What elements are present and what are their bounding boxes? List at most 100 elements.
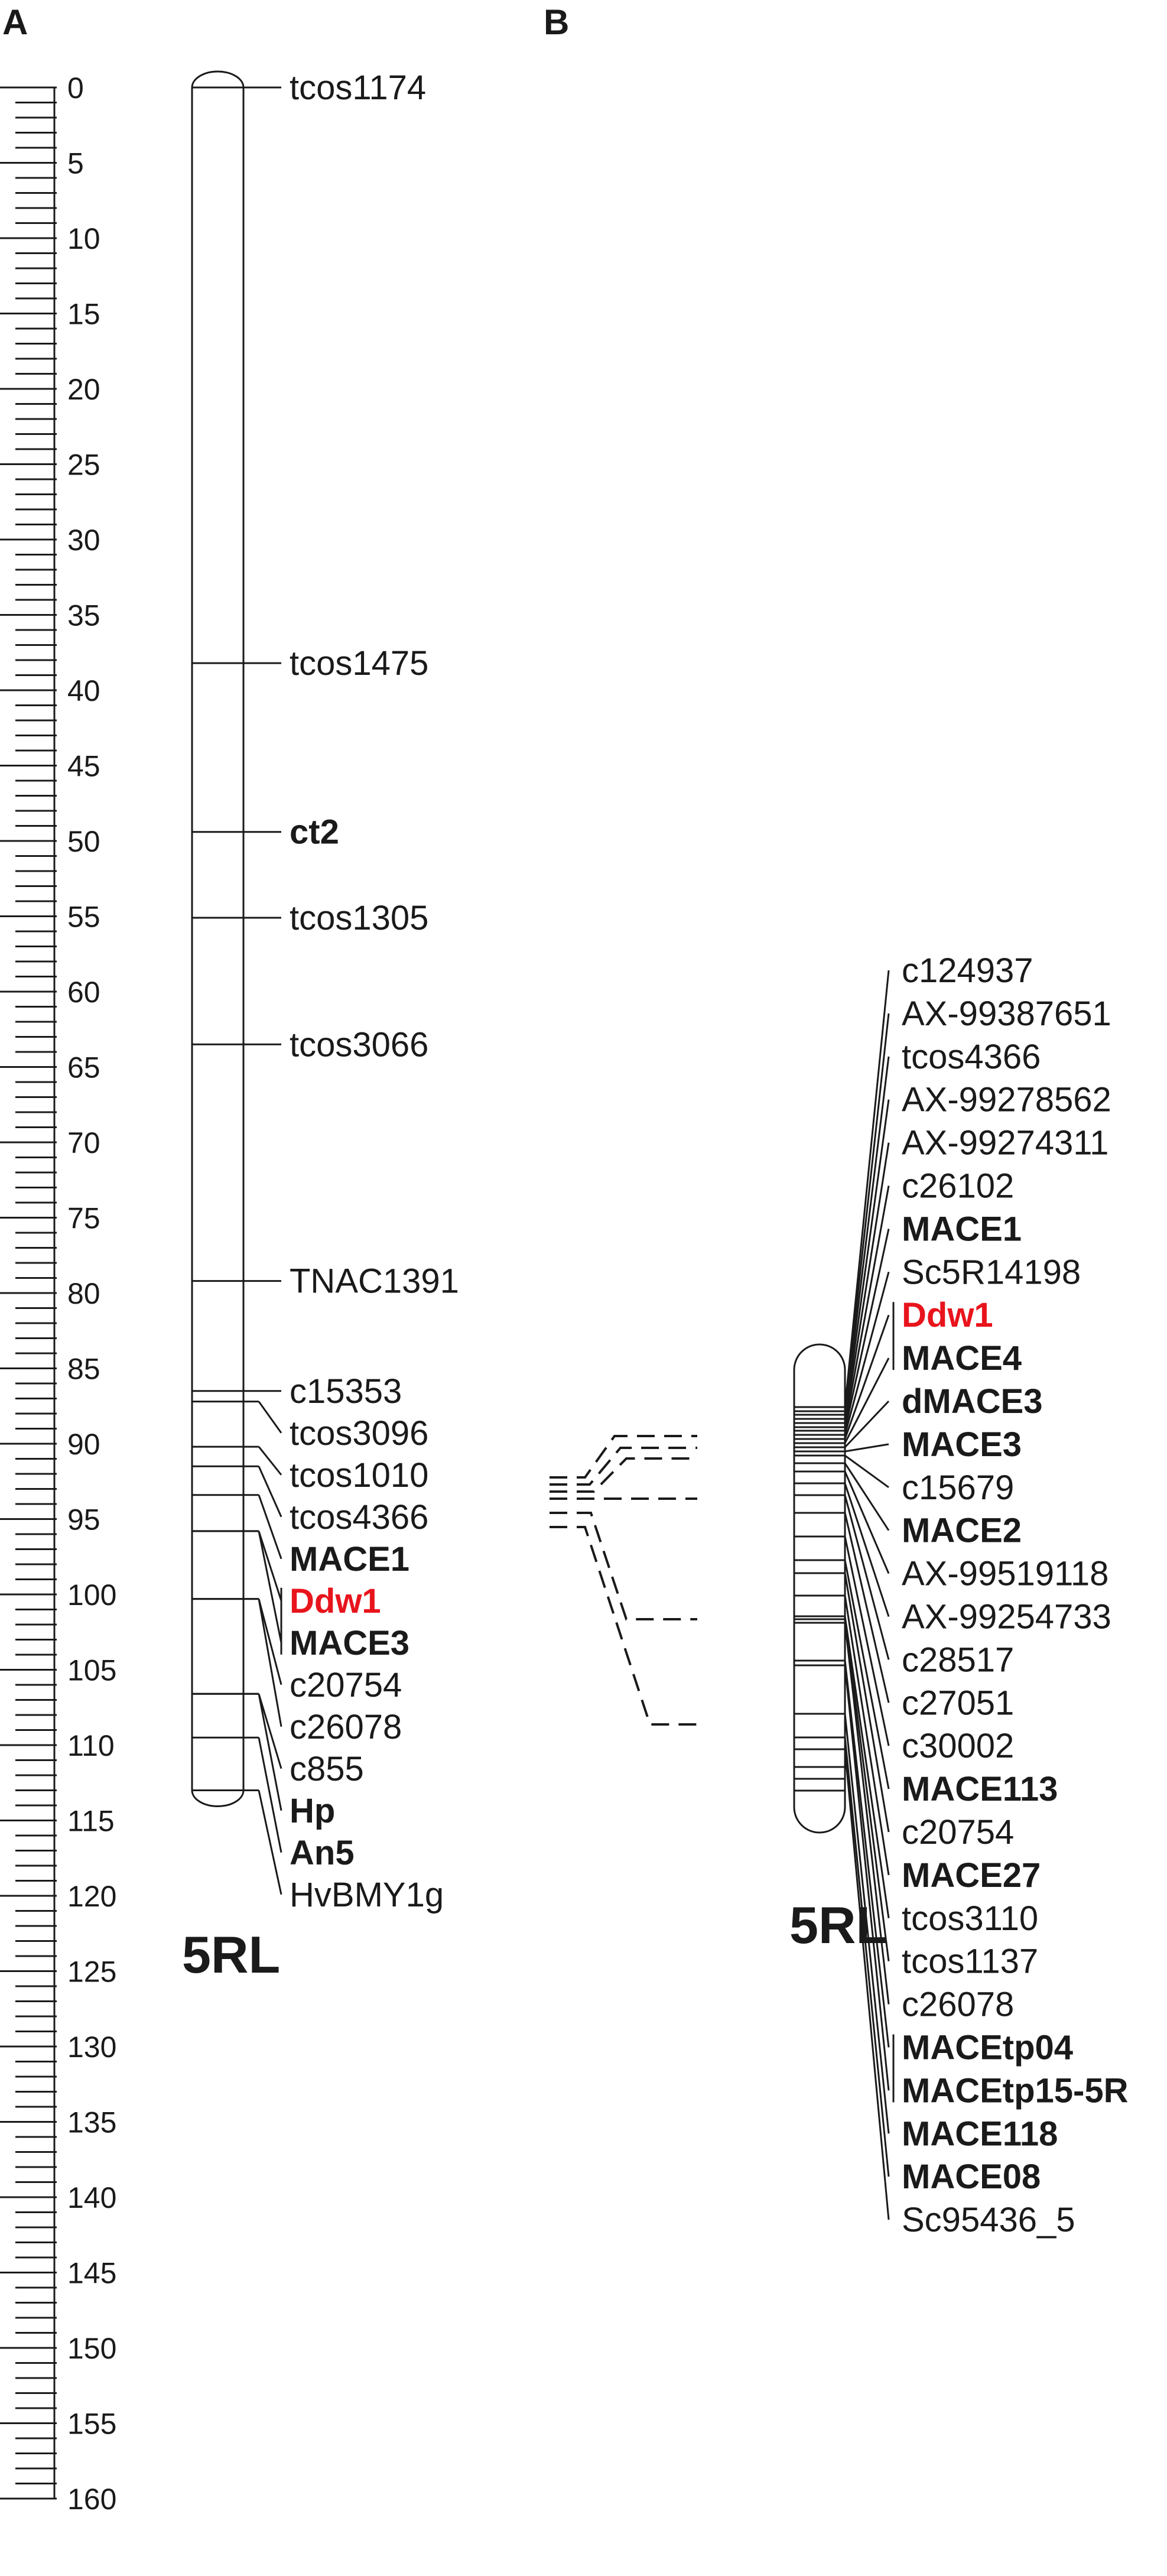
chromosome-5rl-bar-b — [793, 1343, 846, 1834]
ruler-tick-label: 0 — [67, 72, 84, 105]
dashed-connector — [550, 1447, 697, 1486]
marker-connector — [844, 1595, 890, 1876]
panel-label-b: B — [544, 2, 569, 42]
marker-connector — [844, 1314, 890, 1440]
dashed-connector — [550, 1435, 697, 1479]
chromosome-5rl-bar-a — [191, 70, 245, 1807]
ruler-tick-label: 20 — [67, 373, 100, 406]
marker-connector — [258, 1737, 282, 1853]
marker-connector — [844, 1357, 890, 1444]
ruler-tick-label: 60 — [67, 976, 100, 1009]
marker-connector — [258, 1694, 282, 1811]
marker-label-b: c20754 — [902, 1813, 1014, 1851]
marker-connector — [844, 1142, 890, 1424]
marker-label-b: c27051 — [902, 1684, 1014, 1722]
marker-label-b: AX-99254733 — [902, 1598, 1111, 1636]
marker-label-a: tcos1475 — [290, 644, 428, 683]
marker-label-a: An5 — [290, 1834, 355, 1872]
marker-label-b: MACE4 — [902, 1339, 1022, 1378]
region-connector-lines — [550, 1435, 697, 1726]
marker-label-a: c15353 — [290, 1372, 402, 1411]
marker-label-b: c30002 — [902, 1727, 1014, 1765]
marker-label-a: tcos1305 — [290, 899, 428, 937]
marker-connector — [844, 1495, 890, 1660]
marker-connector — [844, 1560, 890, 1789]
marker-connector — [258, 1599, 282, 1685]
chromosome-label-b: 5RL — [789, 1896, 888, 1954]
marker-connector — [844, 970, 890, 1408]
marker-label-b: AX-99387651 — [902, 995, 1111, 1033]
marker-connector — [844, 1463, 890, 1531]
marker-connector — [844, 1483, 890, 1617]
ruler-tick-label: 10 — [67, 222, 100, 255]
marker-connector — [844, 1271, 890, 1435]
marker-label-b: MACEtp15-5R — [902, 2071, 1129, 2110]
marker-connector — [258, 1401, 282, 1434]
marker-label-a: tcos4366 — [290, 1498, 428, 1536]
marker-label-a: tcos1174 — [290, 69, 426, 107]
marker-connector — [844, 1443, 889, 1453]
marker-connector — [258, 1466, 282, 1518]
ruler-tick-label: 75 — [67, 1202, 100, 1235]
ruler-tick-label: 50 — [67, 825, 100, 858]
marker-connector — [258, 1599, 282, 1727]
marker-label-a: tcos3066 — [290, 1025, 428, 1064]
marker-connector — [844, 1400, 890, 1448]
ruler-tick-label: 80 — [67, 1277, 100, 1310]
cm-ruler: 0 5 10 15 20 25 30 35 40 45 50 55 60 65 70 75 80 85 90 95 10… — [0, 72, 116, 2516]
marker-label-b: c26102 — [902, 1167, 1014, 1206]
marker-label-b: tcos4366 — [902, 1038, 1041, 1076]
marker-label-a: MACE1 — [290, 1540, 409, 1578]
marker-label-b: MACE27 — [902, 1856, 1041, 1895]
marker-label-b: Ddw1 — [902, 1296, 993, 1334]
marker-connector — [844, 1454, 889, 1489]
marker-label-b: tcos3110 — [902, 1899, 1038, 1938]
ruler-tick-label: 135 — [67, 2106, 116, 2139]
marker-connector — [844, 1185, 890, 1428]
marker-connector — [844, 1660, 890, 2048]
panel-label-a: A — [2, 2, 28, 42]
linkage-map-a: tcos1174 tcos1475 ct2 tcos1305 tcos3066 TNAC1… — [182, 69, 459, 1984]
marker-label-b: AX-99274311 — [902, 1124, 1109, 1162]
ruler-tick-label: 45 — [67, 750, 100, 783]
dashed-connector — [550, 1457, 697, 1493]
marker-connector — [844, 1471, 890, 1574]
ruler-tick-label: 15 — [67, 298, 100, 331]
ruler-tick-label: 70 — [67, 1126, 100, 1159]
marker-connector — [844, 1737, 890, 2177]
marker-label-a: tcos1010 — [290, 1456, 428, 1495]
marker-connector — [844, 1229, 890, 1431]
marker-label-a: Hp — [290, 1792, 335, 1830]
marker-label-b: AX-99278562 — [902, 1081, 1111, 1119]
marker-label-a: c855 — [290, 1750, 364, 1788]
marker-label-b: dMACE3 — [902, 1382, 1042, 1421]
marker-connector — [258, 1495, 282, 1560]
marker-connector — [844, 1622, 890, 2005]
marker-connector — [844, 1099, 890, 1419]
marker-connector — [844, 1749, 890, 2220]
ruler-tick-label: 140 — [67, 2181, 116, 2214]
marker-connector — [258, 1531, 282, 1643]
marker-connector — [844, 1536, 890, 1746]
ruler-tick-label: 95 — [67, 1503, 100, 1536]
ruler-tick-label: 150 — [67, 2332, 116, 2365]
marker-label-b: MACE1 — [902, 1210, 1022, 1248]
marker-connector — [844, 1665, 890, 2091]
marker-label-b: AX-99519118 — [902, 1555, 1109, 1593]
marker-label-a: ct2 — [290, 813, 339, 852]
marker-label-b: MACE08 — [902, 2158, 1041, 2196]
marker-connector — [258, 1790, 282, 1895]
marker-label-a: HvBMY1g — [290, 1876, 444, 1914]
ruler-tick-label: 25 — [67, 449, 100, 482]
ruler-tick-label: 40 — [67, 674, 100, 707]
ruler-tick-label: 65 — [67, 1051, 100, 1084]
marker-label-b: Sc5R14198 — [902, 1253, 1081, 1291]
ruler-tick-label: 115 — [67, 1805, 115, 1838]
marker-connector — [844, 1573, 890, 1833]
marker-label-b: MACE3 — [902, 1425, 1022, 1464]
marker-label-a: TNAC1391 — [290, 1262, 459, 1301]
chromosome-label-a: 5RL — [182, 1925, 280, 1984]
marker-connector — [844, 1013, 890, 1412]
marker-connector — [844, 1512, 890, 1703]
